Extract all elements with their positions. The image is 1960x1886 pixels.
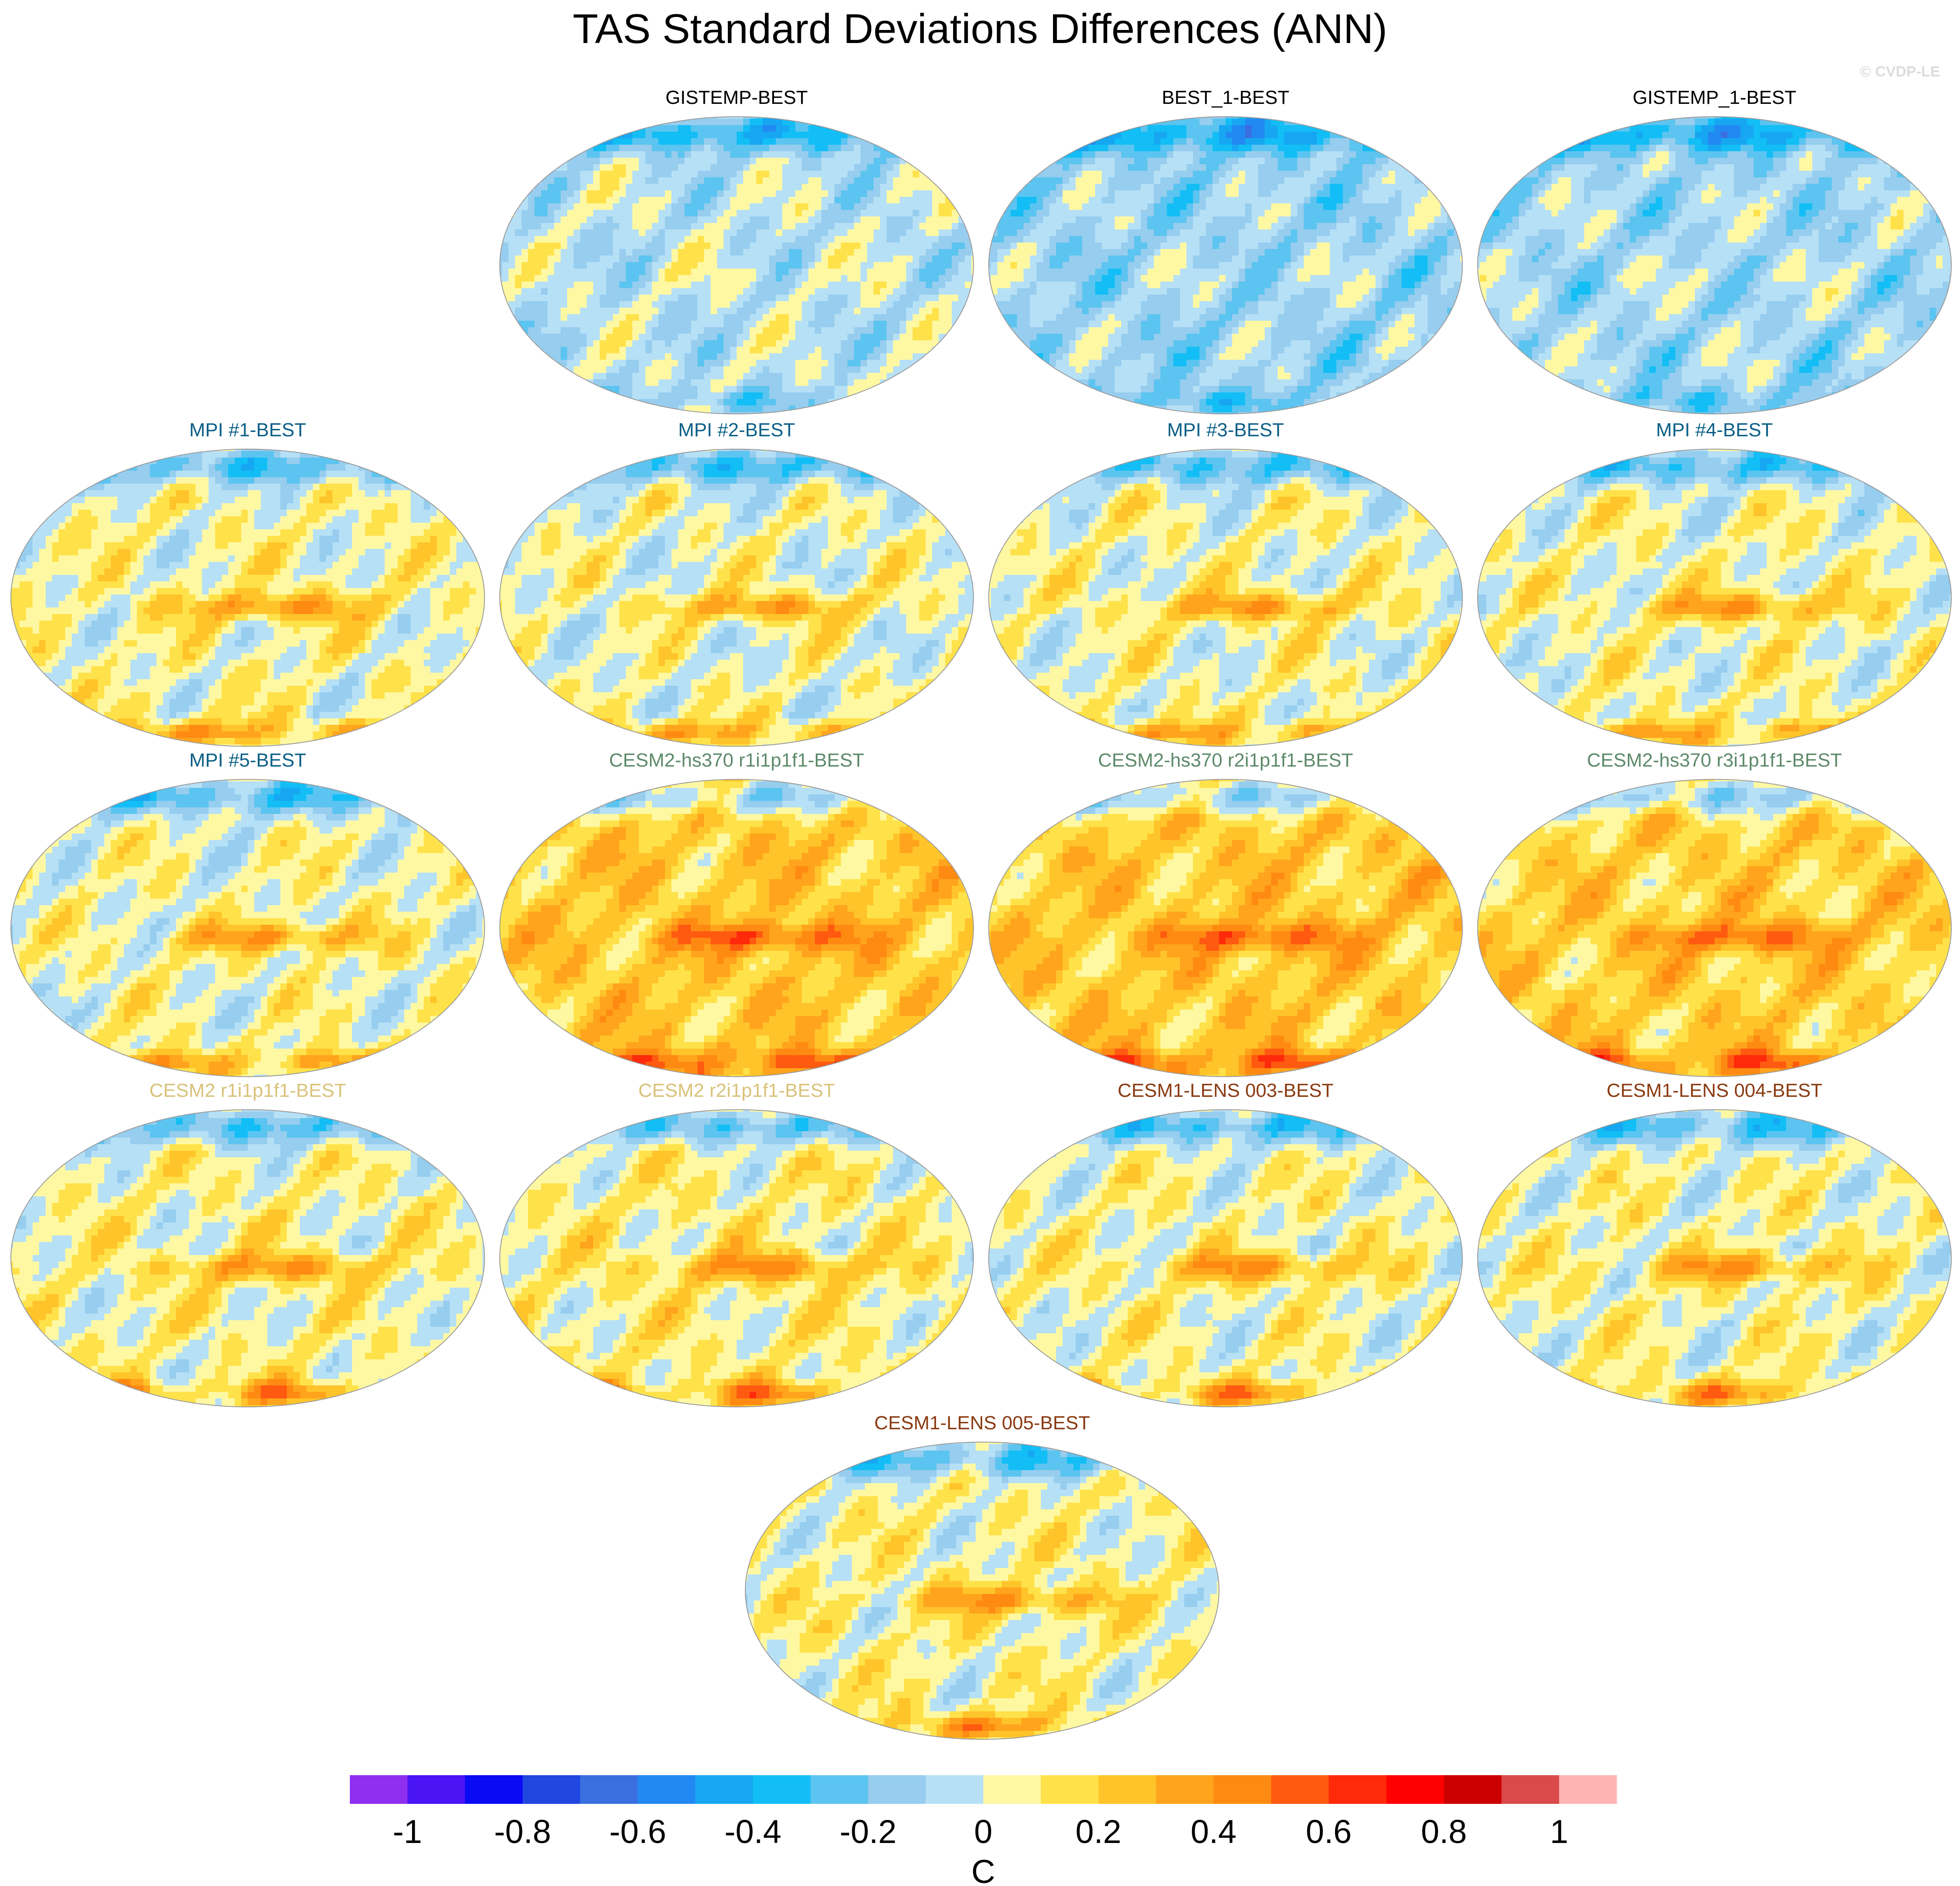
colorbar-swatch [522, 1775, 581, 1804]
panel-title: CESM2-hs370 r2i1p1f1-BEST [984, 750, 1467, 771]
panel-title: MPI #2-BEST [495, 419, 978, 441]
panel-title: BEST_1-BEST [984, 87, 1467, 109]
panel-title: MPI #4-BEST [1473, 419, 1956, 441]
panel-title: MPI #1-BEST [7, 419, 489, 441]
colorbar-swatch [1213, 1775, 1272, 1804]
map-panel: MPI #4-BEST [1473, 419, 1956, 754]
colorbar-swatch [1502, 1775, 1559, 1804]
map-panel: CESM2 r2i1p1f1-BEST [495, 1080, 978, 1414]
colorbar-swatch [350, 1775, 408, 1804]
watermark: © CVDP-LE [1860, 63, 1940, 80]
colorbar-unit-label: C [971, 1853, 995, 1886]
colorbar-swatch [1444, 1775, 1502, 1804]
map-panel: MPI #1-BEST [7, 419, 489, 754]
world-map [10, 779, 485, 1077]
colorbar-swatch [695, 1775, 753, 1804]
panel-title: CESM1-LENS 004-BEST [1473, 1080, 1956, 1102]
world-map [499, 779, 974, 1077]
world-map [1477, 1109, 1952, 1408]
world-map [10, 1109, 485, 1408]
world-map [1477, 116, 1952, 415]
panel-title: GISTEMP_1-BEST [1473, 87, 1956, 109]
world-map [1477, 779, 1952, 1077]
map-panel: CESM2-hs370 r1i1p1f1-BEST [495, 750, 978, 1084]
map-panel: GISTEMP_1-BEST [1473, 87, 1956, 422]
colorbar-tick-label: 1 [1550, 1813, 1568, 1850]
colorbar-tick-label: 0.6 [1306, 1813, 1352, 1850]
panel-title: CESM2 r1i1p1f1-BEST [7, 1080, 489, 1102]
colorbar-swatch [1041, 1775, 1099, 1804]
panel-title: CESM2 r2i1p1f1-BEST [495, 1080, 978, 1102]
map-panel: MPI #3-BEST [984, 419, 1467, 754]
colorbar-swatch [811, 1775, 868, 1804]
map-panel: BEST_1-BEST [984, 87, 1467, 422]
world-map [499, 1109, 974, 1408]
map-panel: CESM1-LENS 004-BEST [1473, 1080, 1956, 1414]
map-panel: CESM2-hs370 r2i1p1f1-BEST [984, 750, 1467, 1084]
colorbar-tick-label: -0.4 [724, 1813, 781, 1850]
world-map [10, 448, 485, 747]
world-map [745, 1441, 1219, 1740]
colorbar-swatch [1559, 1775, 1617, 1804]
colorbar-swatch [465, 1775, 523, 1804]
colorbar-swatch [638, 1775, 696, 1804]
map-panel: CESM1-LENS 005-BEST [741, 1412, 1223, 1747]
colorbar-tick-label: 0.4 [1191, 1813, 1237, 1850]
panel-title: MPI #5-BEST [7, 750, 489, 771]
colorbar-swatch [1156, 1775, 1214, 1804]
colorbar-swatch [407, 1775, 465, 1804]
world-map [988, 1109, 1463, 1408]
colorbar-swatch [868, 1775, 926, 1804]
colorbar-tick-label: 0.8 [1421, 1813, 1467, 1850]
figure-title: TAS Standard Deviations Differences (ANN… [0, 5, 1960, 53]
colorbar-swatch [753, 1775, 811, 1804]
colorbar-tick-label: -0.8 [494, 1813, 551, 1850]
panel-title: CESM2-hs370 r1i1p1f1-BEST [495, 750, 978, 771]
panel-title: CESM1-LENS 005-BEST [741, 1412, 1223, 1434]
world-map [988, 116, 1463, 415]
map-panel: CESM2-hs370 r3i1p1f1-BEST [1473, 750, 1956, 1084]
panel-title: MPI #3-BEST [984, 419, 1467, 441]
colorbar-tick-label: -1 [393, 1813, 422, 1850]
panel-title: GISTEMP-BEST [495, 87, 978, 109]
world-map [499, 448, 974, 747]
world-map [988, 448, 1463, 747]
colorbar-tick-label: 0.2 [1076, 1813, 1122, 1850]
map-panel: CESM1-LENS 003-BEST [984, 1080, 1467, 1414]
world-map [499, 116, 974, 415]
colorbar-tick-label: -0.2 [840, 1813, 897, 1850]
colorbar-tick-label: -0.6 [609, 1813, 666, 1850]
colorbar-swatch [926, 1775, 983, 1804]
map-panel: MPI #2-BEST [495, 419, 978, 754]
map-panel: CESM2 r1i1p1f1-BEST [7, 1080, 489, 1414]
colorbar-swatch [580, 1775, 638, 1804]
panel-title: CESM2-hs370 r3i1p1f1-BEST [1473, 750, 1956, 771]
map-panel: GISTEMP-BEST [495, 87, 978, 422]
colorbar-swatch [983, 1775, 1041, 1804]
map-panel: MPI #5-BEST [7, 750, 489, 1084]
colorbar-swatch [1329, 1775, 1387, 1804]
colorbar-swatch [1271, 1775, 1329, 1804]
world-map [988, 779, 1463, 1077]
colorbar-swatch [1098, 1775, 1156, 1804]
panel-title: CESM1-LENS 003-BEST [984, 1080, 1467, 1102]
colorbar-tick-label: 0 [974, 1813, 992, 1850]
colorbar-swatch [1386, 1775, 1444, 1804]
world-map [1477, 448, 1952, 747]
